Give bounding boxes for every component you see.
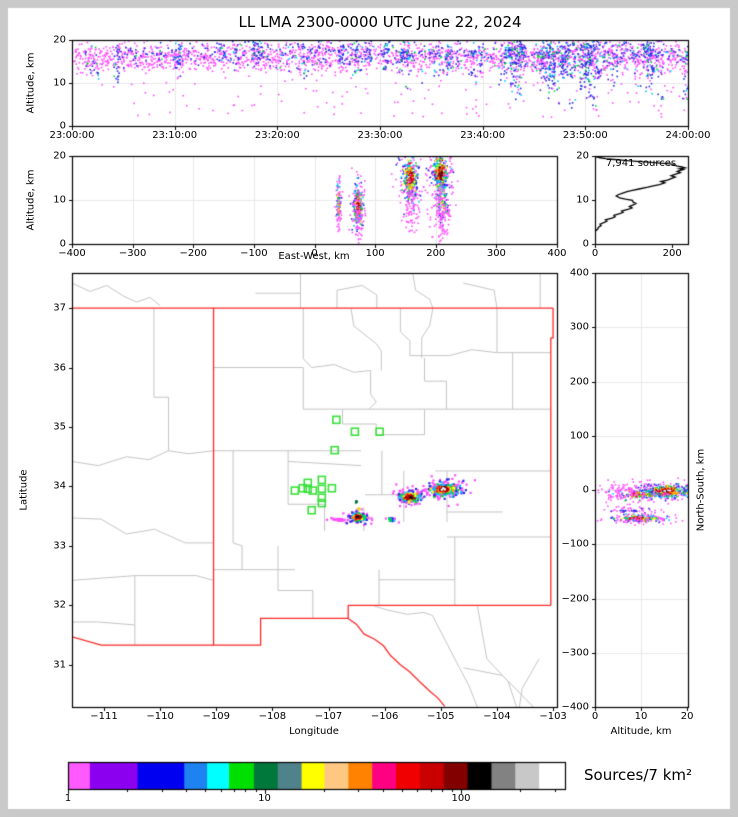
tick-label: 20 — [53, 34, 66, 46]
tick-label: −103 — [539, 711, 567, 722]
tick-label: 200 — [569, 376, 589, 387]
tick-label: 32 — [53, 599, 66, 611]
tick-label: 0 — [591, 248, 599, 259]
tick-label: 20 — [680, 711, 694, 722]
tick-label: 100 — [451, 793, 471, 804]
time-panel-ylabel: Altitude, km — [25, 52, 37, 114]
tick-label: −109 — [202, 711, 230, 722]
tick-label: 37 — [53, 302, 66, 314]
tick-label: −200 — [561, 593, 589, 604]
tick-label: −400 — [561, 701, 589, 713]
tick-label: 10 — [576, 194, 589, 206]
tick-label: 0 — [59, 120, 66, 132]
tick-label: 100 — [365, 248, 385, 259]
tick-label: −300 — [118, 248, 147, 259]
tick-label: 23:20:00 — [254, 130, 300, 141]
tick-label: −110 — [146, 711, 174, 722]
tick-label: 23:10:00 — [152, 130, 198, 141]
tick-label: 0 — [59, 238, 66, 250]
tick-label: −104 — [483, 711, 511, 722]
tick-label: 200 — [662, 248, 682, 259]
ns-panel-right-label: North-South, km — [695, 448, 707, 532]
tick-label: 34 — [53, 480, 66, 492]
tick-label: 400 — [547, 248, 567, 259]
tick-label: 100 — [569, 430, 589, 442]
tick-label: −100 — [240, 248, 268, 259]
tick-label: 20 — [53, 150, 66, 162]
tick-label: 10 — [258, 793, 271, 804]
tick-label: 0 — [591, 711, 599, 722]
tick-label: 33 — [53, 540, 66, 552]
tick-label: 0 — [582, 484, 589, 496]
colorbar-label: Sources/7 km² — [584, 766, 693, 784]
tick-label: 23:00:00 — [49, 130, 95, 141]
tick-label: 23:40:00 — [460, 130, 506, 141]
tick-label: 0 — [311, 248, 318, 259]
tick-label: −107 — [314, 711, 343, 722]
tick-label: −200 — [179, 248, 207, 259]
ew-panel-ylabel: Altitude, km — [25, 169, 37, 231]
tick-label: 1 — [64, 793, 72, 804]
tick-label: 300 — [569, 321, 589, 333]
tick-label: 35 — [53, 421, 66, 433]
tick-label: 10 — [53, 77, 66, 89]
tick-label: −300 — [561, 647, 589, 659]
tick-label: −100 — [561, 538, 589, 550]
tick-label: −106 — [370, 711, 399, 722]
tick-label: −105 — [427, 711, 455, 722]
tick-label: 36 — [53, 362, 66, 374]
ns-panel-xlabel: Altitude, km — [610, 726, 672, 737]
tick-label: 31 — [53, 659, 66, 671]
tick-label: 300 — [486, 248, 506, 259]
tick-label: 0 — [582, 238, 589, 250]
tick-label: 400 — [569, 267, 589, 279]
map-ylabel: Latitude — [18, 469, 30, 511]
figure-title: LL LMA 2300-0000 UTC June 22, 2024 — [238, 13, 522, 31]
tick-label: −400 — [58, 248, 86, 259]
tick-label: −108 — [258, 711, 287, 722]
tick-label: −111 — [90, 711, 118, 722]
tick-label: 10 — [634, 711, 648, 722]
ew-panel-xlabel: East-West, km — [278, 251, 350, 262]
tick-label: 10 — [53, 194, 66, 206]
tick-label: 200 — [426, 248, 446, 259]
map-xlabel: Longitude — [289, 726, 339, 737]
tick-label: 20 — [576, 150, 589, 162]
tick-label: 23:50:00 — [562, 130, 608, 141]
tick-label: 24:00:00 — [665, 130, 711, 141]
tick-label: 23:30:00 — [357, 130, 403, 141]
sources-annotation: 7,941 sources — [605, 158, 677, 169]
